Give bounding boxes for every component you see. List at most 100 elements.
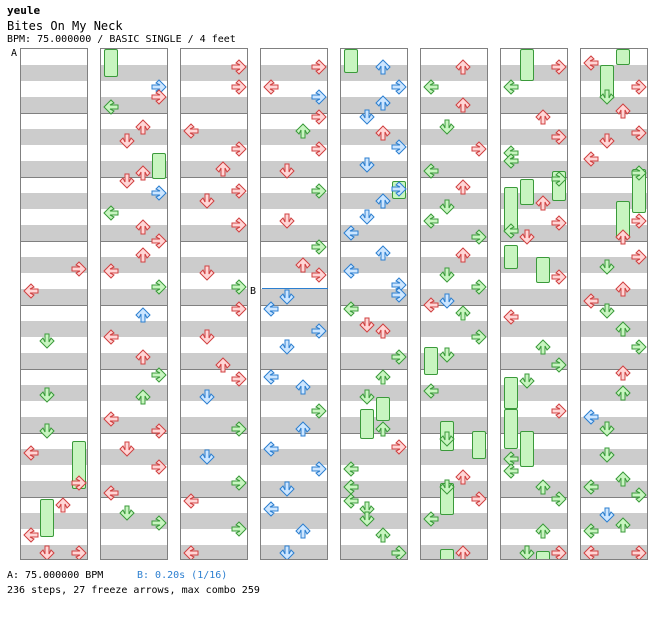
arrow-right-icon bbox=[231, 371, 247, 387]
arrow-right-icon bbox=[391, 287, 407, 303]
measure-line bbox=[501, 113, 567, 114]
arrow-right-icon bbox=[471, 491, 487, 507]
arrow-right-icon bbox=[151, 233, 167, 249]
chart-stats: 236 steps, 27 freeze arrows, max combo 2… bbox=[7, 585, 260, 596]
arrow-up-icon bbox=[375, 193, 391, 209]
arrow-right-icon bbox=[631, 249, 647, 265]
arrow-up-icon bbox=[375, 421, 391, 437]
arrow-left-icon bbox=[423, 511, 439, 527]
arrow-left-icon bbox=[103, 99, 119, 115]
arrow-up-icon bbox=[295, 421, 311, 437]
arrow-right-icon bbox=[151, 367, 167, 383]
arrow-right-icon bbox=[631, 487, 647, 503]
freeze-arrow bbox=[536, 257, 550, 283]
arrow-down-icon bbox=[39, 423, 55, 439]
measure-line bbox=[101, 497, 167, 498]
arrow-up-icon bbox=[615, 229, 631, 245]
arrow-down-icon bbox=[39, 387, 55, 403]
measure-line bbox=[21, 369, 87, 370]
measure-line bbox=[181, 241, 247, 242]
measure-line bbox=[341, 113, 407, 114]
bpm-marker-b-line bbox=[262, 288, 328, 289]
arrow-down-icon bbox=[599, 259, 615, 275]
arrow-left-icon bbox=[343, 493, 359, 509]
arrow-up-icon bbox=[295, 523, 311, 539]
measure-line bbox=[21, 113, 87, 114]
measure-line bbox=[101, 433, 167, 434]
measure-line bbox=[261, 241, 327, 242]
bpm-marker-a: A bbox=[11, 48, 18, 59]
arrow-down-icon bbox=[119, 133, 135, 149]
arrow-undefined-icon bbox=[87, 233, 88, 249]
arrow-right-icon bbox=[551, 403, 567, 419]
freeze-arrow bbox=[152, 153, 166, 179]
arrow-right-icon bbox=[551, 171, 567, 187]
arrow-down-icon bbox=[199, 193, 215, 209]
arrow-left-icon bbox=[583, 523, 599, 539]
arrow-right-icon bbox=[231, 521, 247, 537]
arrow-right-icon bbox=[631, 545, 647, 559]
arrow-left-icon bbox=[343, 301, 359, 317]
arrow-left-icon bbox=[183, 123, 199, 139]
measure-line bbox=[501, 241, 567, 242]
arrow-down-icon bbox=[599, 507, 615, 523]
arrow-up-icon bbox=[135, 219, 151, 235]
arrow-right-icon bbox=[631, 213, 647, 229]
chart-column bbox=[100, 48, 168, 560]
arrow-up-icon bbox=[135, 349, 151, 365]
arrow-up-icon bbox=[615, 385, 631, 401]
arrow-down-icon bbox=[119, 173, 135, 189]
arrow-left-icon bbox=[183, 493, 199, 509]
arrow-right-icon bbox=[71, 475, 87, 491]
arrow-left-icon bbox=[423, 297, 439, 313]
arrow-up-icon bbox=[215, 161, 231, 177]
arrow-left-icon bbox=[103, 329, 119, 345]
measure-line bbox=[21, 433, 87, 434]
arrow-down-icon bbox=[279, 339, 295, 355]
arrow-right-icon bbox=[231, 217, 247, 233]
arrow-up-icon bbox=[375, 95, 391, 111]
arrow-down-icon bbox=[599, 133, 615, 149]
arrow-undefined-icon bbox=[87, 365, 88, 381]
measure-line bbox=[581, 241, 647, 242]
song-title: Bites On My Neck bbox=[7, 19, 123, 33]
measure-line bbox=[21, 497, 87, 498]
chart-column bbox=[500, 48, 568, 560]
arrow-right-icon bbox=[311, 141, 327, 157]
arrow-right-icon bbox=[631, 125, 647, 141]
arrow-left-icon bbox=[503, 451, 519, 467]
arrow-right-icon bbox=[311, 89, 327, 105]
arrow-up-icon bbox=[535, 195, 551, 211]
freeze-arrow bbox=[344, 49, 358, 73]
measure-line bbox=[581, 433, 647, 434]
arrow-right-icon bbox=[231, 301, 247, 317]
measure-line bbox=[261, 369, 327, 370]
freeze-arrow bbox=[520, 179, 534, 205]
arrow-left-icon bbox=[103, 205, 119, 221]
measure-line bbox=[21, 241, 87, 242]
chart-column bbox=[180, 48, 248, 560]
arrow-down-icon bbox=[439, 199, 455, 215]
arrow-right-icon bbox=[311, 59, 327, 75]
arrow-left-icon bbox=[23, 283, 39, 299]
measure-line bbox=[261, 497, 327, 498]
arrow-up-icon bbox=[535, 339, 551, 355]
arrow-right-icon bbox=[71, 261, 87, 277]
arrow-down-icon bbox=[199, 389, 215, 405]
arrow-left-icon bbox=[583, 55, 599, 71]
arrow-down-icon bbox=[279, 289, 295, 305]
arrow-right-icon bbox=[151, 515, 167, 531]
measure-line bbox=[501, 497, 567, 498]
measure-line bbox=[181, 177, 247, 178]
arrow-right-icon bbox=[631, 79, 647, 95]
arrow-right-icon bbox=[231, 59, 247, 75]
measure-line bbox=[341, 369, 407, 370]
arrow-right-icon bbox=[551, 491, 567, 507]
arrow-up-icon bbox=[615, 281, 631, 297]
arrow-down-icon bbox=[279, 545, 295, 559]
bpm-marker-b: B bbox=[250, 286, 257, 297]
arrow-down-icon bbox=[359, 317, 375, 333]
arrow-down-icon bbox=[519, 229, 535, 245]
arrow-left-icon bbox=[583, 151, 599, 167]
arrow-right-icon bbox=[311, 267, 327, 283]
